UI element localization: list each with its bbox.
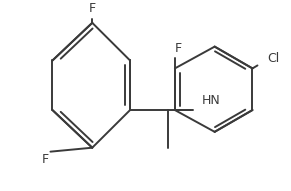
Text: F: F bbox=[174, 42, 181, 55]
Text: F: F bbox=[89, 2, 96, 15]
Text: Cl: Cl bbox=[267, 52, 280, 65]
Text: HN: HN bbox=[202, 94, 221, 107]
Text: F: F bbox=[42, 153, 49, 166]
